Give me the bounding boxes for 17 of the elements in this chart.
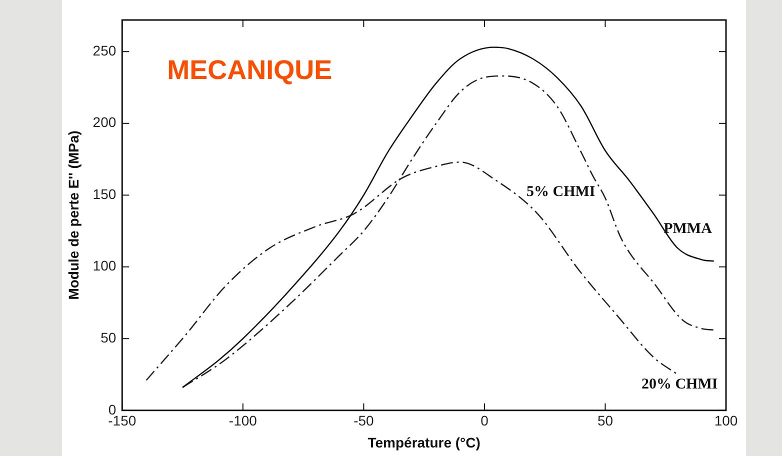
x-axis-title: Température (°C) [368,434,480,450]
x-tick-label: 50 [597,412,614,429]
y-tick-label: 200 [92,114,116,130]
series-label: 20% CHMI [641,376,718,392]
y-tick-label: 50 [100,329,116,346]
series-label: PMMA [664,221,712,238]
x-tick-label: -100 [228,412,258,429]
x-tick-label: 0 [480,412,489,429]
y-axis-title: Module de perte E'' (MPa) [65,130,82,300]
y-tick-label: 100 [92,258,116,274]
y-tick-label: 150 [92,186,116,202]
x-tick-label: 100 [714,412,738,429]
y-tick-label: 0 [108,401,116,418]
series-label: 5% CHMI [526,184,596,200]
x-tick-label: -50 [354,412,374,429]
y-tick-label: 250 [92,42,116,58]
text: MECANIQUE [167,54,332,85]
